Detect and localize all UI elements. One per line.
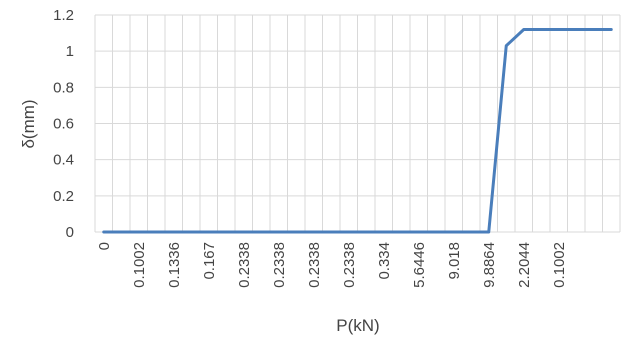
x-tick-label: 0.2338 (306, 242, 323, 288)
y-tick-label: 1.2 (53, 7, 74, 24)
x-tick-label: 9.8864 (481, 242, 498, 288)
y-tick-label: 0.8 (53, 79, 74, 96)
x-tick-label: 0.2338 (236, 242, 253, 288)
x-axis-title: P(kN) (336, 316, 379, 335)
x-tick-label: 0 (96, 242, 113, 250)
y-axis-tick-labels: 0 0.2 0.4 0.6 0.8 1 1.2 (53, 7, 74, 241)
x-tick-label: 0.1002 (551, 242, 568, 288)
y-tick-label: 0.4 (53, 152, 74, 169)
series-line (102, 27, 613, 234)
horizontal-gridlines (95, 14, 620, 233)
y-tick-label: 0 (66, 224, 74, 241)
x-axis-tick-labels: 0 0.1002 0.1336 0.167 0.2338 0.2338 0.2338 0.23… (96, 242, 568, 288)
y-axis-title: δ(mm) (19, 99, 38, 148)
y-tick-label: 0.2 (53, 188, 74, 205)
x-tick-label: 0.167 (201, 242, 218, 280)
x-tick-label: 5.6446 (411, 242, 428, 288)
x-tick-label: 0.1336 (166, 242, 183, 288)
series-layer (102, 27, 613, 234)
y-tick-label: 0.6 (53, 116, 74, 133)
y-tick-label: 1 (66, 43, 74, 60)
x-tick-label: 2.2044 (516, 242, 533, 288)
x-tick-label: 9.018 (446, 242, 463, 280)
x-tick-label: 0.1002 (131, 242, 148, 288)
x-tick-label: 0.2338 (271, 242, 288, 288)
x-tick-label: 0.334 (376, 242, 393, 280)
x-tick-label: 0.2338 (341, 242, 358, 288)
